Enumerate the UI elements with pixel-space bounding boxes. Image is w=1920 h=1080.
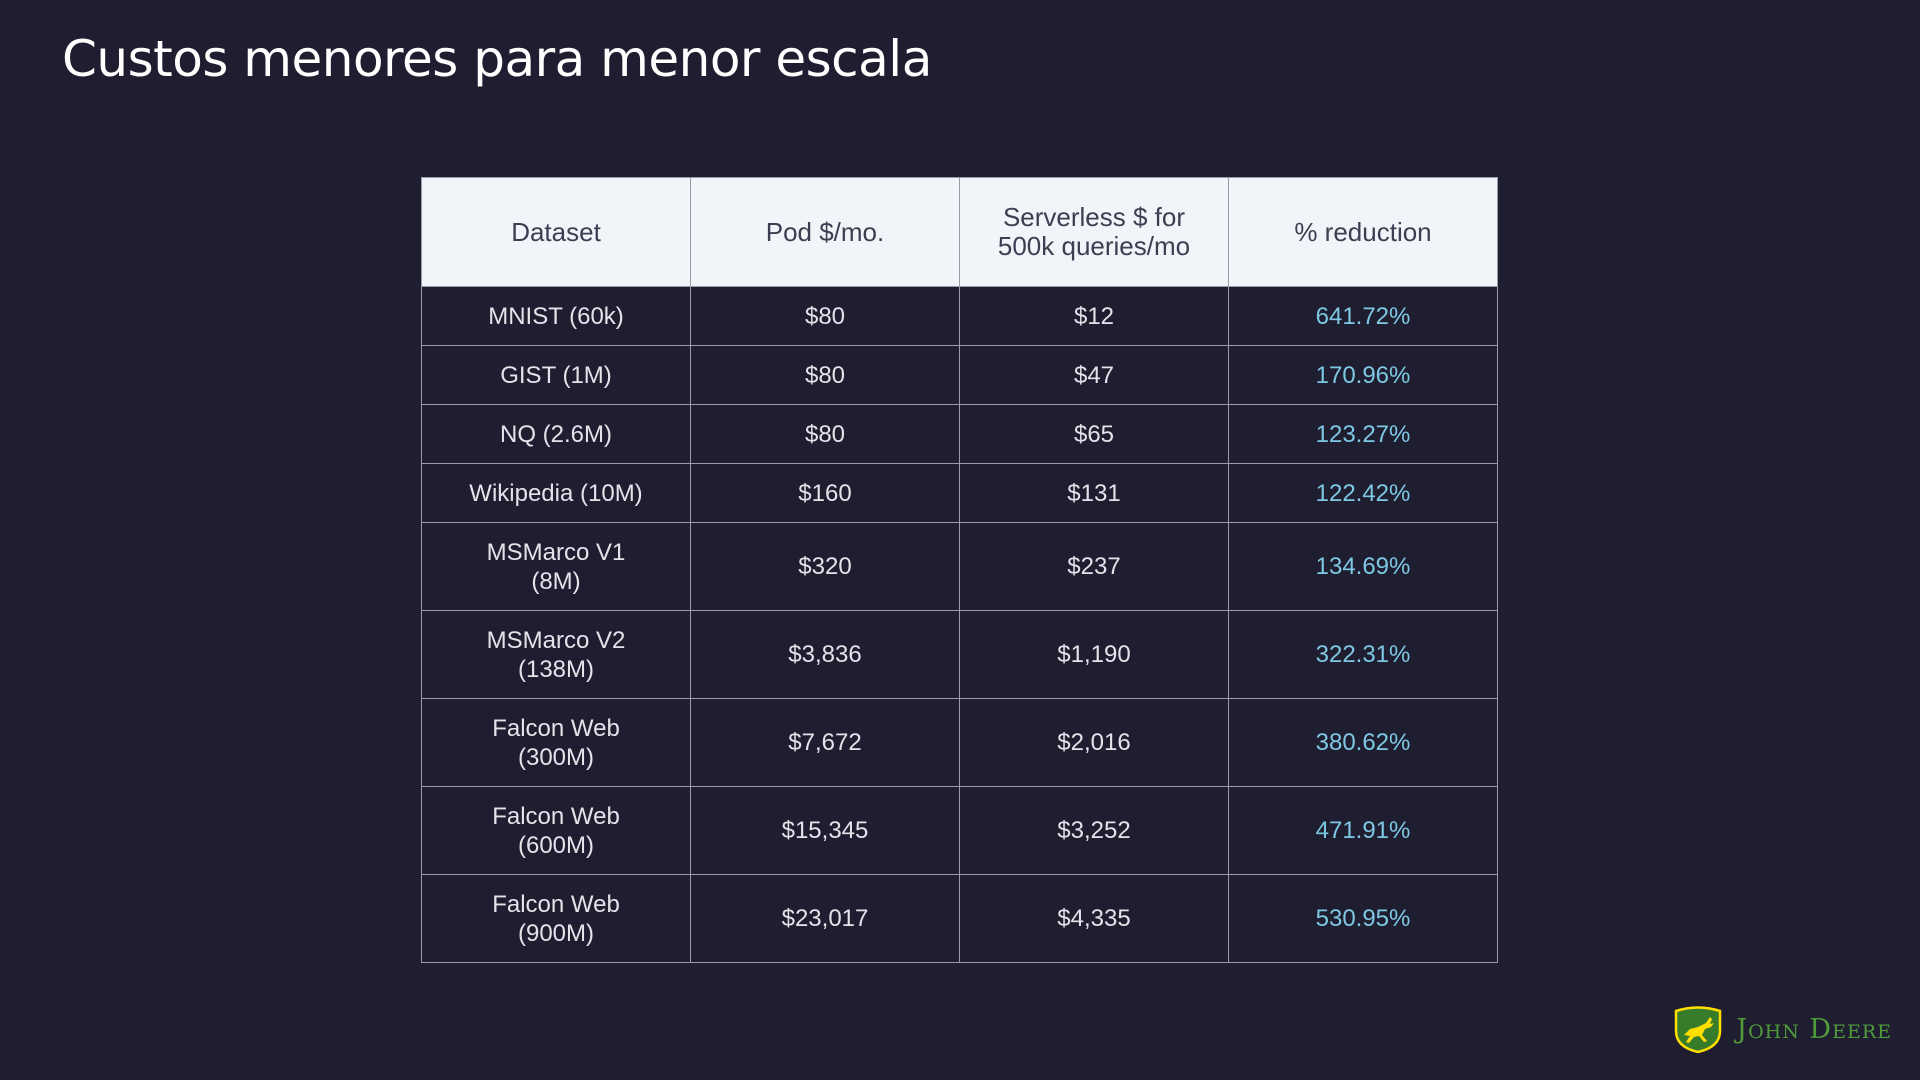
- cell-serverless-cost: $2,016: [959, 698, 1229, 787]
- cell-dataset: NQ (2.6M): [421, 404, 691, 464]
- cell-serverless-cost: $131: [959, 463, 1229, 523]
- cell-dataset: Falcon Web (300M): [421, 698, 691, 787]
- header-pod-cost: Pod $/mo.: [690, 177, 960, 287]
- cell-dataset: Falcon Web (600M): [421, 786, 691, 875]
- table-row: GIST (1M) $80 $47 170.96%: [421, 345, 1498, 405]
- header-serverless-cost: Serverless $ for 500k queries/mo: [959, 177, 1229, 287]
- table-row: Wikipedia (10M) $160 $131 122.42%: [421, 463, 1498, 523]
- cell-pod-cost: $23,017: [690, 874, 960, 963]
- cell-reduction: 322.31%: [1228, 610, 1498, 699]
- cell-pod-cost: $80: [690, 404, 960, 464]
- cell-dataset: MNIST (60k): [421, 286, 691, 346]
- cell-reduction: 170.96%: [1228, 345, 1498, 405]
- cell-dataset: Falcon Web (900M): [421, 874, 691, 963]
- cell-serverless-cost: $3,252: [959, 786, 1229, 875]
- cell-pod-cost: $15,345: [690, 786, 960, 875]
- header-reduction: % reduction: [1228, 177, 1498, 287]
- cell-reduction: 530.95%: [1228, 874, 1498, 963]
- cell-reduction: 134.69%: [1228, 522, 1498, 611]
- cell-reduction: 123.27%: [1228, 404, 1498, 464]
- cell-dataset: Wikipedia (10M): [421, 463, 691, 523]
- table-row: MNIST (60k) $80 $12 641.72%: [421, 286, 1498, 346]
- cell-pod-cost: $80: [690, 345, 960, 405]
- cell-serverless-cost: $1,190: [959, 610, 1229, 699]
- cost-comparison-table: Dataset Pod $/mo. Serverless $ for 500k …: [421, 177, 1498, 963]
- cell-pod-cost: $7,672: [690, 698, 960, 787]
- cell-serverless-cost: $65: [959, 404, 1229, 464]
- header-dataset: Dataset: [421, 177, 691, 287]
- cell-reduction: 380.62%: [1228, 698, 1498, 787]
- cell-serverless-cost: $237: [959, 522, 1229, 611]
- cell-serverless-cost: $4,335: [959, 874, 1229, 963]
- cell-reduction: 641.72%: [1228, 286, 1498, 346]
- table-row: Falcon Web (600M) $15,345 $3,252 471.91%: [421, 786, 1498, 875]
- table-header-row: Dataset Pod $/mo. Serverless $ for 500k …: [421, 177, 1498, 287]
- table-row: MSMarco V2 (138M) $3,836 $1,190 322.31%: [421, 610, 1498, 699]
- cell-reduction: 122.42%: [1228, 463, 1498, 523]
- cell-pod-cost: $320: [690, 522, 960, 611]
- logo-wordmark: John Deere: [1736, 1013, 1892, 1045]
- cell-reduction: 471.91%: [1228, 786, 1498, 875]
- table-row: Falcon Web (900M) $23,017 $4,335 530.95%: [421, 874, 1498, 963]
- table-row: MSMarco V1 (8M) $320 $237 134.69%: [421, 522, 1498, 611]
- cell-serverless-cost: $12: [959, 286, 1229, 346]
- cell-pod-cost: $3,836: [690, 610, 960, 699]
- cell-serverless-cost: $47: [959, 345, 1229, 405]
- cell-dataset: GIST (1M): [421, 345, 691, 405]
- cell-dataset: MSMarco V2 (138M): [421, 610, 691, 699]
- leaping-deer-icon: [1675, 1006, 1722, 1053]
- slide-title: Custos menores para menor escala: [62, 30, 932, 88]
- cell-pod-cost: $160: [690, 463, 960, 523]
- table-row: Falcon Web (300M) $7,672 $2,016 380.62%: [421, 698, 1498, 787]
- john-deere-logo: John Deere: [1672, 1005, 1892, 1053]
- table-row: NQ (2.6M) $80 $65 123.27%: [421, 404, 1498, 464]
- cell-pod-cost: $80: [690, 286, 960, 346]
- cell-dataset: MSMarco V1 (8M): [421, 522, 691, 611]
